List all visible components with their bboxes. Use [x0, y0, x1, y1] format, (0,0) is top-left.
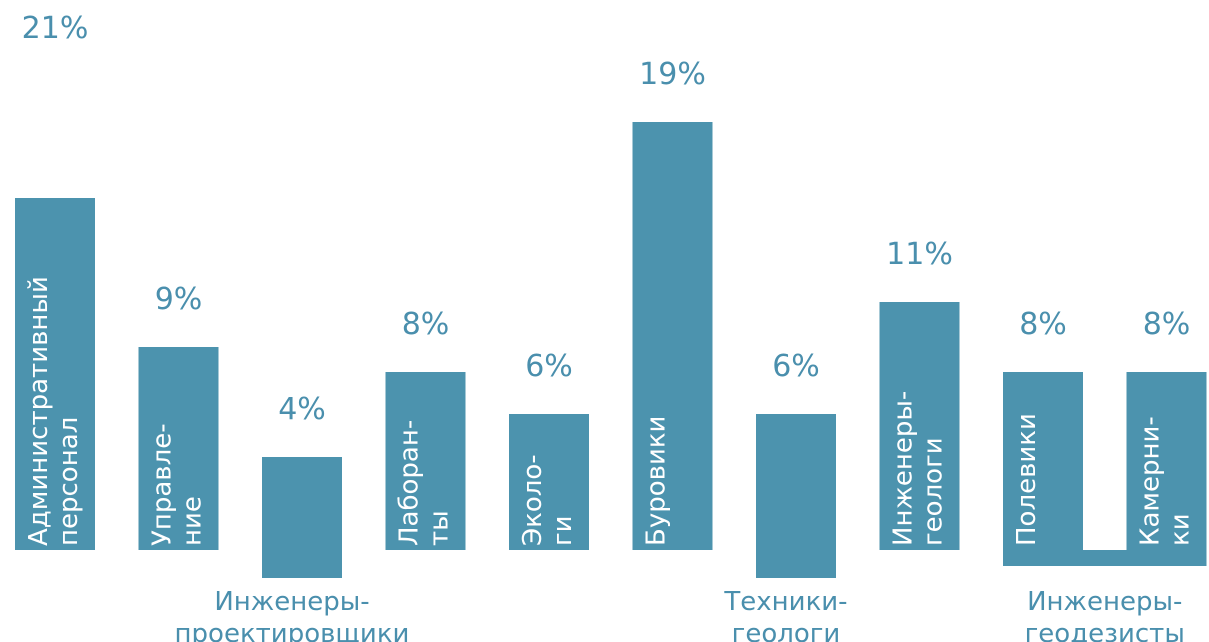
bar-label-line: Лаборан-: [395, 420, 425, 546]
bar-label-8: Инженеры-геологи: [889, 391, 949, 546]
bar-7: [756, 414, 836, 578]
bar-label-line: Управле-: [148, 423, 178, 546]
bar-9: [1003, 372, 1083, 566]
value-label-5: 6%: [525, 349, 573, 384]
bar-label-line: ты: [425, 510, 455, 546]
bar-label-line: Административный: [24, 276, 54, 546]
category-label-7: геологи: [732, 619, 841, 642]
bar-label-line: Камерни-: [1136, 416, 1166, 546]
bar-label-line: Эколо-: [518, 454, 548, 546]
value-label-2: 9%: [155, 282, 203, 317]
bar-label-2: Управле-ние: [148, 423, 208, 546]
value-label-8: 11%: [886, 237, 953, 272]
value-label-1: 21%: [22, 11, 89, 46]
bar-2: [138, 347, 219, 550]
bar-label-1: Административный персонал: [24, 276, 84, 546]
value-label-7: 6%: [772, 349, 820, 384]
bar-label-line: ги: [548, 515, 578, 546]
bar-5: [509, 414, 589, 550]
bar-label-6: Буровики: [642, 416, 672, 546]
value-label-6: 19%: [639, 57, 706, 92]
bar-4: [385, 372, 466, 550]
bar-1: [15, 198, 95, 550]
bar-label-line: Полевики: [1012, 413, 1042, 546]
category-label-7: Техники-: [723, 587, 847, 617]
bar-label-line: персонал: [54, 417, 84, 546]
bar-label-4: Лаборан-ты: [395, 420, 455, 546]
bar-label-9: Полевики: [1012, 413, 1042, 546]
bar-3: [262, 457, 342, 578]
group-connector: [1083, 550, 1127, 566]
bar-6: [632, 122, 713, 550]
value-label-9: 8%: [1019, 307, 1067, 342]
value-label-4: 8%: [402, 307, 450, 342]
value-label-3: 4%: [278, 392, 326, 427]
category-label-3: Инженеры-: [214, 587, 369, 617]
bar-label-line: геологи: [919, 437, 949, 546]
group-label-1: геодезисты: [1025, 619, 1185, 642]
bar-10: [1126, 372, 1207, 566]
value-label-10: 8%: [1143, 307, 1191, 342]
bar-label-line: Инженеры-: [889, 391, 919, 546]
bar-8: [879, 302, 960, 550]
bar-label-line: Буровики: [642, 416, 672, 546]
bar-label-5: Эколо-ги: [518, 454, 578, 546]
bar-label-line: ние: [178, 496, 208, 546]
bar-label-10: Камерни-ки: [1136, 416, 1196, 546]
bar-label-line: ки: [1166, 513, 1196, 546]
group-label-1: Инженеры-: [1027, 587, 1182, 617]
category-label-3: проектировщики: [175, 619, 410, 642]
